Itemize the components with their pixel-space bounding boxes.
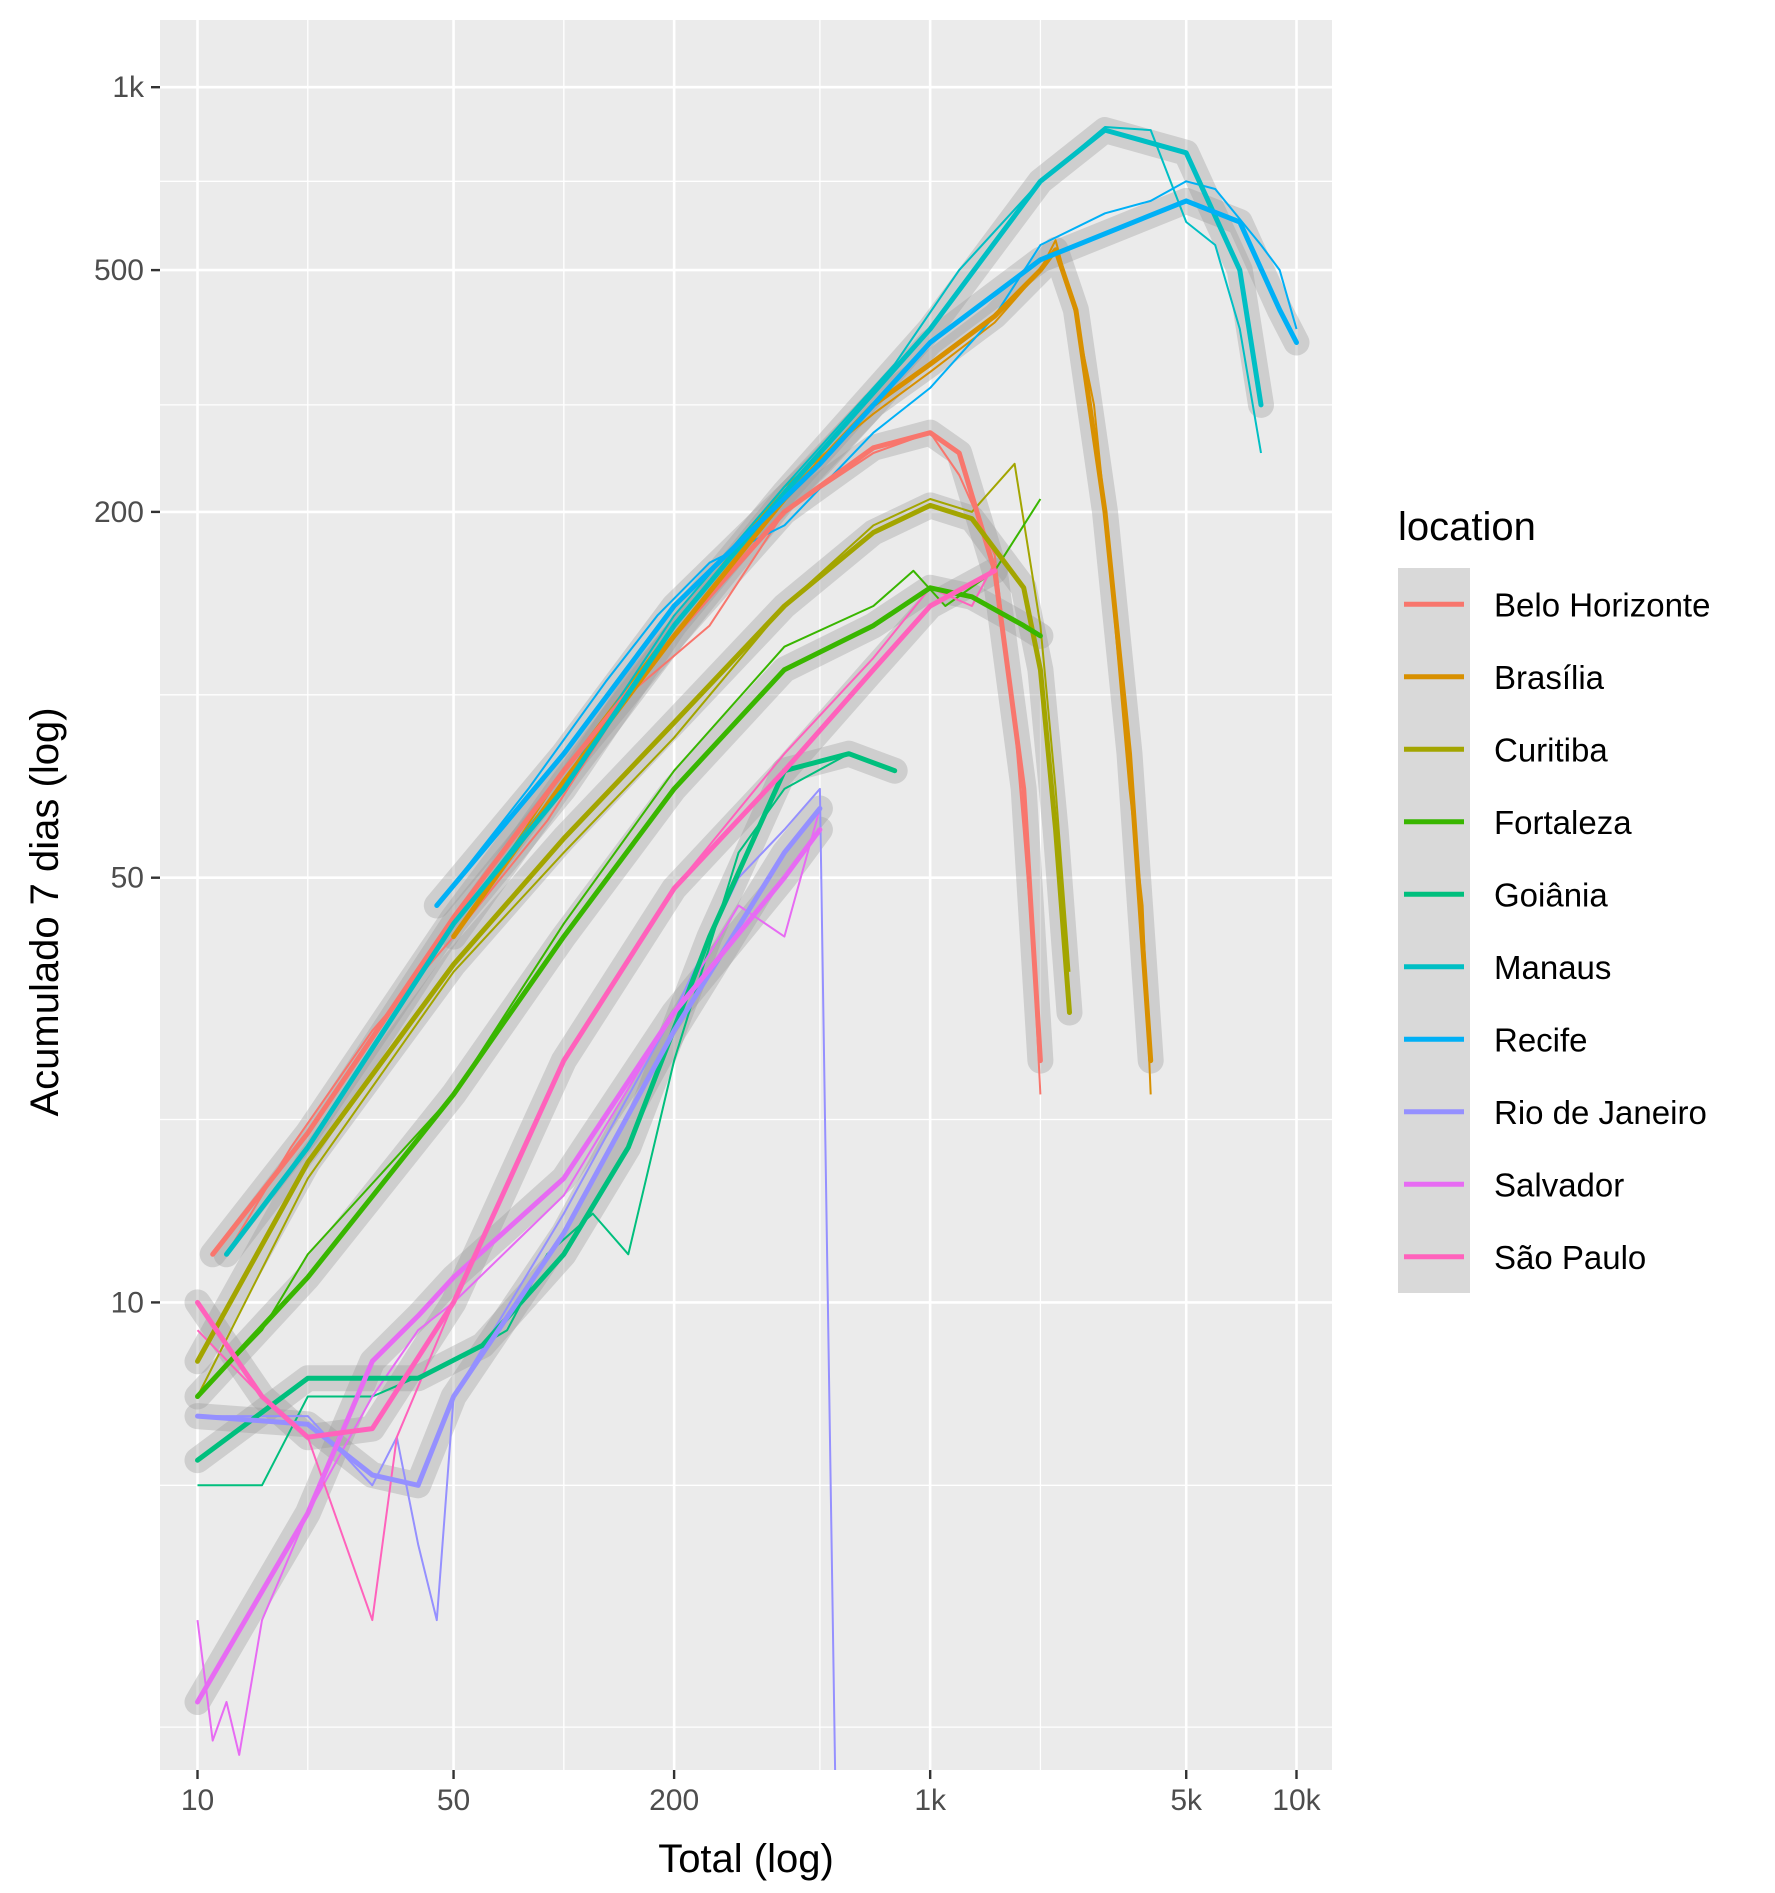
panel-background [160, 20, 1332, 1770]
x-axis: 10 50 200 1k 5k 10k [181, 1770, 1322, 1817]
series-smooth-line [195, 502, 1072, 1364]
legend-title: location [1398, 505, 1536, 549]
y-tick-label: 500 [94, 254, 144, 287]
x-tick-label: 50 [437, 1784, 470, 1817]
series-group [184, 117, 1310, 1770]
series-smooth-line [195, 585, 1043, 1399]
series-raw-line [196, 808, 821, 1756]
series-smooth-line [195, 806, 823, 1488]
legend-label: São Paulo [1494, 1239, 1646, 1276]
legend-label: Rio de Janeiro [1494, 1094, 1707, 1131]
series-raw-line [197, 752, 896, 1487]
x-tick-label: 10k [1272, 1784, 1321, 1817]
x-tick-label: 5k [1170, 1784, 1203, 1817]
y-tick-label: 50 [111, 862, 144, 895]
legend-label: Goiânia [1494, 876, 1608, 913]
y-tick-label: 1k [112, 71, 145, 104]
y-tick-label: 200 [94, 496, 144, 529]
legend-label: Fortaleza [1494, 804, 1632, 841]
legend: location Belo Horizonte Brasília Curitiba F… [1398, 505, 1710, 1293]
series-smooth-line [210, 430, 1043, 1257]
legend-label: Curitiba [1494, 731, 1608, 768]
series-smooth-line [195, 568, 998, 1440]
x-tick-label: 1k [914, 1784, 947, 1817]
series-smooth-line [195, 827, 823, 1705]
legend-label: Manaus [1494, 949, 1611, 986]
x-axis-title: Total (log) [658, 1837, 834, 1881]
x-tick-label: 200 [649, 1784, 699, 1817]
legend-label: Brasília [1494, 659, 1605, 696]
legend-label: Salvador [1494, 1166, 1624, 1203]
series-smooth-line [224, 127, 1264, 1257]
series-smooth-line [451, 247, 1154, 1064]
legend-label: Recife [1494, 1021, 1588, 1058]
legend-key-background [1398, 568, 1470, 1293]
x-tick-label: 10 [181, 1784, 214, 1817]
series-raw-line [196, 498, 1042, 1398]
y-axis: 10 50 200 500 1k [94, 71, 160, 1319]
y-tick-label: 10 [111, 1286, 144, 1319]
series-smooth-line [434, 198, 1299, 908]
y-axis-title: Acumulado 7 dias (log) [23, 707, 67, 1116]
legend-label: Belo Horizonte [1494, 586, 1710, 623]
series-raw-line [196, 462, 1071, 1397]
plot-panel [160, 20, 1332, 1770]
